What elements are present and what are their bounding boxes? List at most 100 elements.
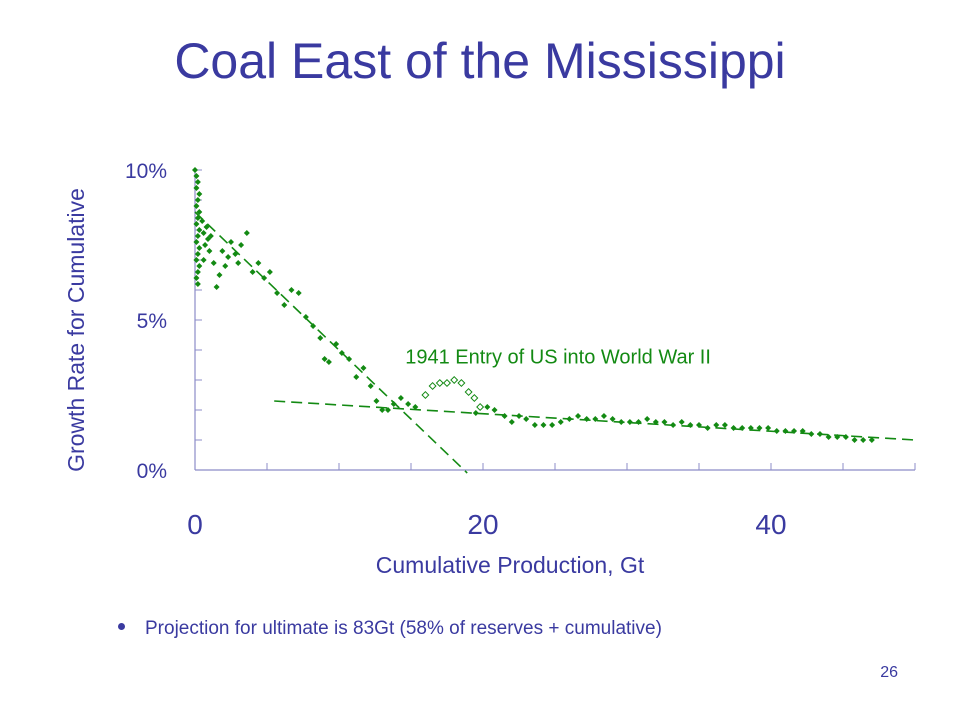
y-tick-label: 10% bbox=[125, 160, 167, 183]
data-point bbox=[851, 437, 858, 443]
data-point bbox=[626, 419, 633, 425]
data-point bbox=[816, 431, 823, 437]
data-point bbox=[360, 365, 367, 371]
data-point bbox=[501, 413, 508, 419]
data-point bbox=[194, 179, 201, 185]
data-point bbox=[196, 227, 203, 233]
data-point bbox=[302, 314, 309, 320]
data-point bbox=[549, 422, 556, 428]
data-point bbox=[868, 437, 875, 443]
data-point bbox=[196, 263, 203, 269]
data-point-open bbox=[457, 378, 466, 388]
data-point bbox=[194, 269, 201, 275]
data-point bbox=[194, 215, 201, 221]
data-points bbox=[192, 167, 875, 443]
data-point bbox=[193, 257, 200, 263]
trend-line bbox=[194, 211, 468, 474]
data-point bbox=[194, 197, 201, 203]
data-point bbox=[652, 419, 659, 425]
data-point bbox=[238, 242, 245, 248]
data-point bbox=[193, 173, 200, 179]
data-point bbox=[193, 221, 200, 227]
data-point bbox=[274, 290, 281, 296]
y-axis-title: Growth Rate for Cumulative bbox=[63, 188, 89, 472]
data-point bbox=[202, 242, 209, 248]
data-point bbox=[583, 416, 590, 422]
data-point bbox=[206, 248, 213, 254]
slide-title: Coal East of the Mississippi bbox=[174, 33, 786, 89]
data-point bbox=[194, 233, 201, 239]
data-point bbox=[261, 275, 268, 281]
data-point bbox=[228, 239, 234, 245]
data-point bbox=[609, 416, 616, 422]
data-point-open bbox=[428, 381, 437, 391]
data-point-open bbox=[450, 375, 459, 385]
data-point bbox=[222, 263, 229, 269]
data-point bbox=[782, 428, 789, 434]
data-point bbox=[338, 350, 345, 356]
data-point bbox=[696, 422, 702, 428]
data-point bbox=[333, 341, 340, 347]
data-point bbox=[860, 437, 867, 443]
data-point bbox=[808, 431, 815, 437]
chart-labels: 0% 5% 10% 0 20 40 Cumulative Production, Gt Gro… bbox=[63, 160, 787, 578]
data-point bbox=[644, 416, 651, 422]
data-point bbox=[266, 269, 273, 275]
data-point bbox=[232, 251, 239, 257]
data-point bbox=[243, 230, 250, 236]
data-point bbox=[310, 323, 317, 329]
data-point bbox=[193, 203, 200, 209]
data-point bbox=[193, 275, 200, 281]
data-point bbox=[200, 230, 207, 236]
data-point bbox=[678, 419, 685, 425]
annotation-label: 1941 Entry of US into World War II bbox=[405, 347, 711, 369]
data-point bbox=[194, 281, 201, 287]
data-point bbox=[765, 425, 772, 431]
data-point bbox=[618, 419, 625, 425]
data-point-open bbox=[476, 402, 485, 412]
data-point bbox=[367, 383, 374, 389]
data-point bbox=[216, 272, 223, 278]
data-point bbox=[210, 260, 217, 266]
y-tick-label: 0% bbox=[137, 460, 167, 483]
data-point-open bbox=[464, 387, 473, 397]
data-point-open bbox=[435, 378, 444, 388]
data-point bbox=[207, 233, 214, 239]
data-point bbox=[670, 422, 677, 428]
data-point bbox=[730, 425, 737, 431]
data-point bbox=[346, 356, 353, 362]
data-point bbox=[325, 359, 332, 365]
data-point bbox=[288, 287, 295, 293]
data-point bbox=[834, 434, 841, 440]
data-point bbox=[255, 260, 262, 266]
data-point bbox=[192, 167, 198, 173]
x-tick-label: 20 bbox=[467, 509, 498, 540]
data-point bbox=[791, 428, 798, 434]
data-point bbox=[508, 419, 515, 425]
page-number: 26 bbox=[880, 664, 898, 681]
data-point-open bbox=[442, 378, 452, 388]
data-point bbox=[825, 434, 832, 440]
data-point bbox=[200, 257, 207, 263]
data-point bbox=[756, 425, 763, 431]
data-point bbox=[592, 416, 599, 422]
x-tick-label: 0 bbox=[187, 509, 203, 540]
x-axis-title: Cumulative Production, Gt bbox=[376, 552, 645, 578]
data-point bbox=[219, 248, 226, 254]
data-point bbox=[739, 425, 746, 431]
data-point bbox=[600, 413, 607, 419]
data-point bbox=[379, 407, 386, 413]
data-point bbox=[249, 269, 256, 275]
data-point bbox=[295, 290, 302, 296]
data-point bbox=[661, 419, 668, 425]
data-point bbox=[193, 239, 200, 245]
data-point bbox=[321, 356, 328, 362]
data-point bbox=[196, 191, 203, 197]
data-point bbox=[225, 254, 232, 260]
data-point bbox=[194, 251, 201, 257]
data-point bbox=[773, 428, 780, 434]
data-point bbox=[353, 374, 360, 380]
y-tick-label: 5% bbox=[137, 310, 167, 333]
data-point bbox=[747, 425, 754, 431]
data-point bbox=[687, 422, 694, 428]
